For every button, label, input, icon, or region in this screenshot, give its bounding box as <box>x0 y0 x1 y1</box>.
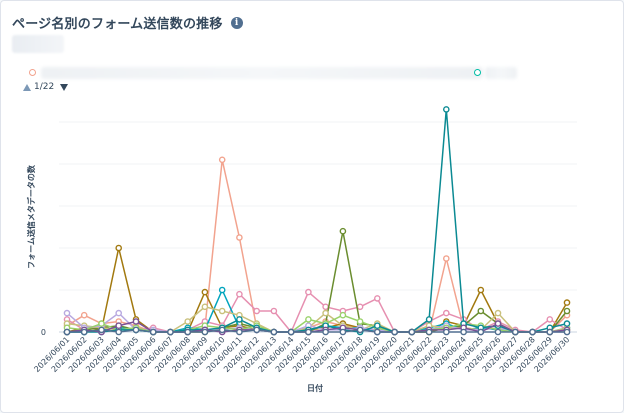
data-point[interactable] <box>356 303 364 311</box>
series-line <box>66 159 568 333</box>
data-point[interactable] <box>305 316 312 323</box>
data-point[interactable] <box>132 326 140 334</box>
data-point[interactable] <box>322 328 329 336</box>
data-point[interactable] <box>494 309 502 317</box>
data-point[interactable] <box>305 328 312 336</box>
data-point[interactable] <box>236 328 243 336</box>
subtitle-redacted <box>12 35 64 53</box>
data-point[interactable] <box>115 309 122 317</box>
data-point[interactable] <box>477 328 485 336</box>
data-point[interactable] <box>494 320 502 327</box>
data-point[interactable] <box>391 328 398 336</box>
data-point[interactable] <box>563 299 571 306</box>
pager-label: 1/22 <box>34 82 55 92</box>
x-axis-title: 日付 <box>307 383 323 393</box>
data-point[interactable] <box>167 328 174 336</box>
data-point[interactable] <box>98 326 105 334</box>
data-point[interactable] <box>184 328 191 336</box>
data-point[interactable] <box>201 328 209 336</box>
data-point[interactable] <box>115 328 122 336</box>
data-point[interactable] <box>425 316 433 323</box>
data-point[interactable] <box>425 328 433 336</box>
data-point[interactable] <box>236 316 243 323</box>
data-point[interactable] <box>477 286 485 294</box>
data-point[interactable] <box>563 328 571 336</box>
data-point[interactable] <box>477 307 485 315</box>
series-1 <box>63 156 571 336</box>
data-point[interactable] <box>339 328 347 336</box>
data-point[interactable] <box>236 290 243 298</box>
data-point[interactable] <box>442 328 450 336</box>
data-point[interactable] <box>270 328 278 336</box>
data-point[interactable] <box>115 244 122 252</box>
data-point[interactable] <box>218 326 226 334</box>
data-point[interactable] <box>305 288 312 296</box>
data-point[interactable] <box>253 326 260 334</box>
data-point[interactable] <box>63 328 71 336</box>
legend-redacted-label <box>41 67 483 79</box>
pager-down-icon[interactable] <box>60 83 69 91</box>
data-point[interactable] <box>373 328 381 336</box>
legend <box>23 65 613 81</box>
data-point[interactable] <box>563 320 571 327</box>
series-4 <box>63 227 571 336</box>
data-point[interactable] <box>373 295 381 302</box>
data-point[interactable] <box>201 288 209 296</box>
y-tick-label: 0 <box>41 328 46 337</box>
data-point[interactable] <box>322 309 329 317</box>
y-axis-title: フォーム送信メタデータの数 <box>26 164 36 269</box>
legend-redacted-label-2 <box>485 67 517 79</box>
data-point[interactable] <box>218 156 226 164</box>
data-point[interactable] <box>218 307 226 315</box>
chart-title: ページ名別のフォーム送信数の推移 <box>12 17 223 32</box>
legend-pager: 1/22 <box>23 82 69 92</box>
legend-marker-first[interactable] <box>29 69 36 76</box>
data-point[interactable] <box>270 307 278 315</box>
data-point[interactable] <box>339 227 347 235</box>
data-point[interactable] <box>80 311 88 319</box>
legend-marker-last[interactable] <box>474 69 481 76</box>
data-point[interactable] <box>460 328 467 336</box>
pager-up-icon[interactable] <box>23 83 31 91</box>
series-11 <box>63 326 571 336</box>
data-point[interactable] <box>63 309 71 317</box>
data-point[interactable] <box>253 307 260 315</box>
data-point[interactable] <box>356 318 364 325</box>
data-point[interactable] <box>563 307 571 315</box>
data-point[interactable] <box>546 316 554 323</box>
data-point[interactable] <box>80 328 88 336</box>
data-point[interactable] <box>98 320 105 327</box>
data-point[interactable] <box>511 328 519 336</box>
title-row: ページ名別のフォーム送信数の推移 i <box>12 13 243 32</box>
data-point[interactable] <box>442 309 450 317</box>
data-point[interactable] <box>115 322 122 330</box>
data-point[interactable] <box>356 326 364 334</box>
data-point[interactable] <box>339 311 347 319</box>
info-icon[interactable]: i <box>230 16 243 29</box>
data-point[interactable] <box>529 328 536 336</box>
data-point[interactable] <box>201 303 209 311</box>
data-point[interactable] <box>373 322 381 330</box>
data-point[interactable] <box>218 286 226 294</box>
data-point[interactable] <box>236 234 243 241</box>
data-point[interactable] <box>494 328 502 336</box>
data-point[interactable] <box>442 255 450 262</box>
data-point[interactable] <box>184 318 191 325</box>
data-point[interactable] <box>546 328 554 336</box>
data-point[interactable] <box>442 106 450 113</box>
data-point[interactable] <box>287 328 295 336</box>
data-point[interactable] <box>322 303 329 311</box>
data-point[interactable] <box>132 318 140 325</box>
data-point[interactable] <box>408 328 416 336</box>
data-point[interactable] <box>149 328 157 336</box>
series-line <box>66 230 568 333</box>
